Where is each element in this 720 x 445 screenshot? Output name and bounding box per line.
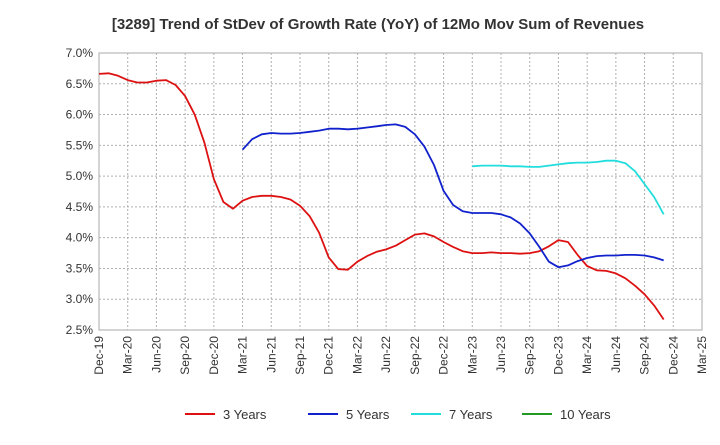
legend: 3 Years 5 Years 7 Years 10 Years: [185, 407, 611, 422]
x-tick-label: Mar-22: [350, 336, 364, 374]
y-tick-label: 6.0%: [66, 108, 94, 122]
x-tick-label: Dec-23: [551, 336, 565, 375]
x-tick-label: Sep-22: [408, 336, 422, 375]
x-tick-label: Dec-21: [322, 336, 336, 375]
y-tick-label: 3.0%: [66, 292, 94, 306]
y-tick-label: 7.0%: [66, 46, 94, 60]
x-tick-label: Jun-21: [264, 336, 278, 373]
x-tick-label: Mar-24: [580, 336, 594, 374]
x-tick-label: Dec-22: [437, 336, 451, 375]
y-tick-label: 3.5%: [66, 261, 94, 275]
x-tick-label: Dec-20: [207, 336, 221, 375]
y-tick-label: 2.5%: [66, 323, 94, 337]
x-tick-label: Mar-21: [236, 336, 250, 374]
x-tick-label: Jun-20: [149, 336, 163, 373]
legend-label: 3 Years: [223, 407, 267, 422]
legend-label: 5 Years: [346, 407, 390, 422]
y-tick-label: 5.5%: [66, 138, 94, 152]
series-line-7-years: [472, 159, 665, 215]
chart-title: [3289] Trend of StDev of Growth Rate (Yo…: [112, 16, 644, 33]
y-tick-label: 5.0%: [66, 169, 94, 183]
x-tick-label: Sep-20: [178, 336, 192, 375]
x-tick-label: Jun-23: [494, 336, 508, 373]
y-tick-label: 4.5%: [66, 200, 94, 214]
plot-area: 7.0% 6.5% 6.0% 5.5% 5.0% 4.5% 4.0% 3.5% 3.0% 2.5%…: [66, 46, 709, 375]
x-tick-label: Jun-22: [379, 336, 393, 373]
x-tick-label: Sep-24: [638, 336, 652, 375]
legend-label: 7 Years: [449, 407, 493, 422]
x-tick-label: Sep-21: [293, 336, 307, 375]
plot-frame: [98, 52, 703, 331]
x-tick-label: Mar-25: [695, 336, 709, 374]
x-tick-label: Sep-23: [523, 336, 537, 375]
series-line-5-years: [241, 123, 664, 269]
x-tick-label: Mar-20: [121, 336, 135, 374]
x-tick-label: Mar-23: [465, 336, 479, 374]
x-tick-label: Jun-24: [609, 336, 623, 373]
x-tick-label: Dec-24: [666, 336, 680, 375]
y-tick-label: 4.0%: [66, 231, 94, 245]
series-line-3-years: [98, 72, 665, 321]
legend-label: 10 Years: [560, 407, 611, 422]
y-tick-label: 6.5%: [66, 77, 94, 91]
x-tick-label: Dec-19: [92, 336, 106, 375]
